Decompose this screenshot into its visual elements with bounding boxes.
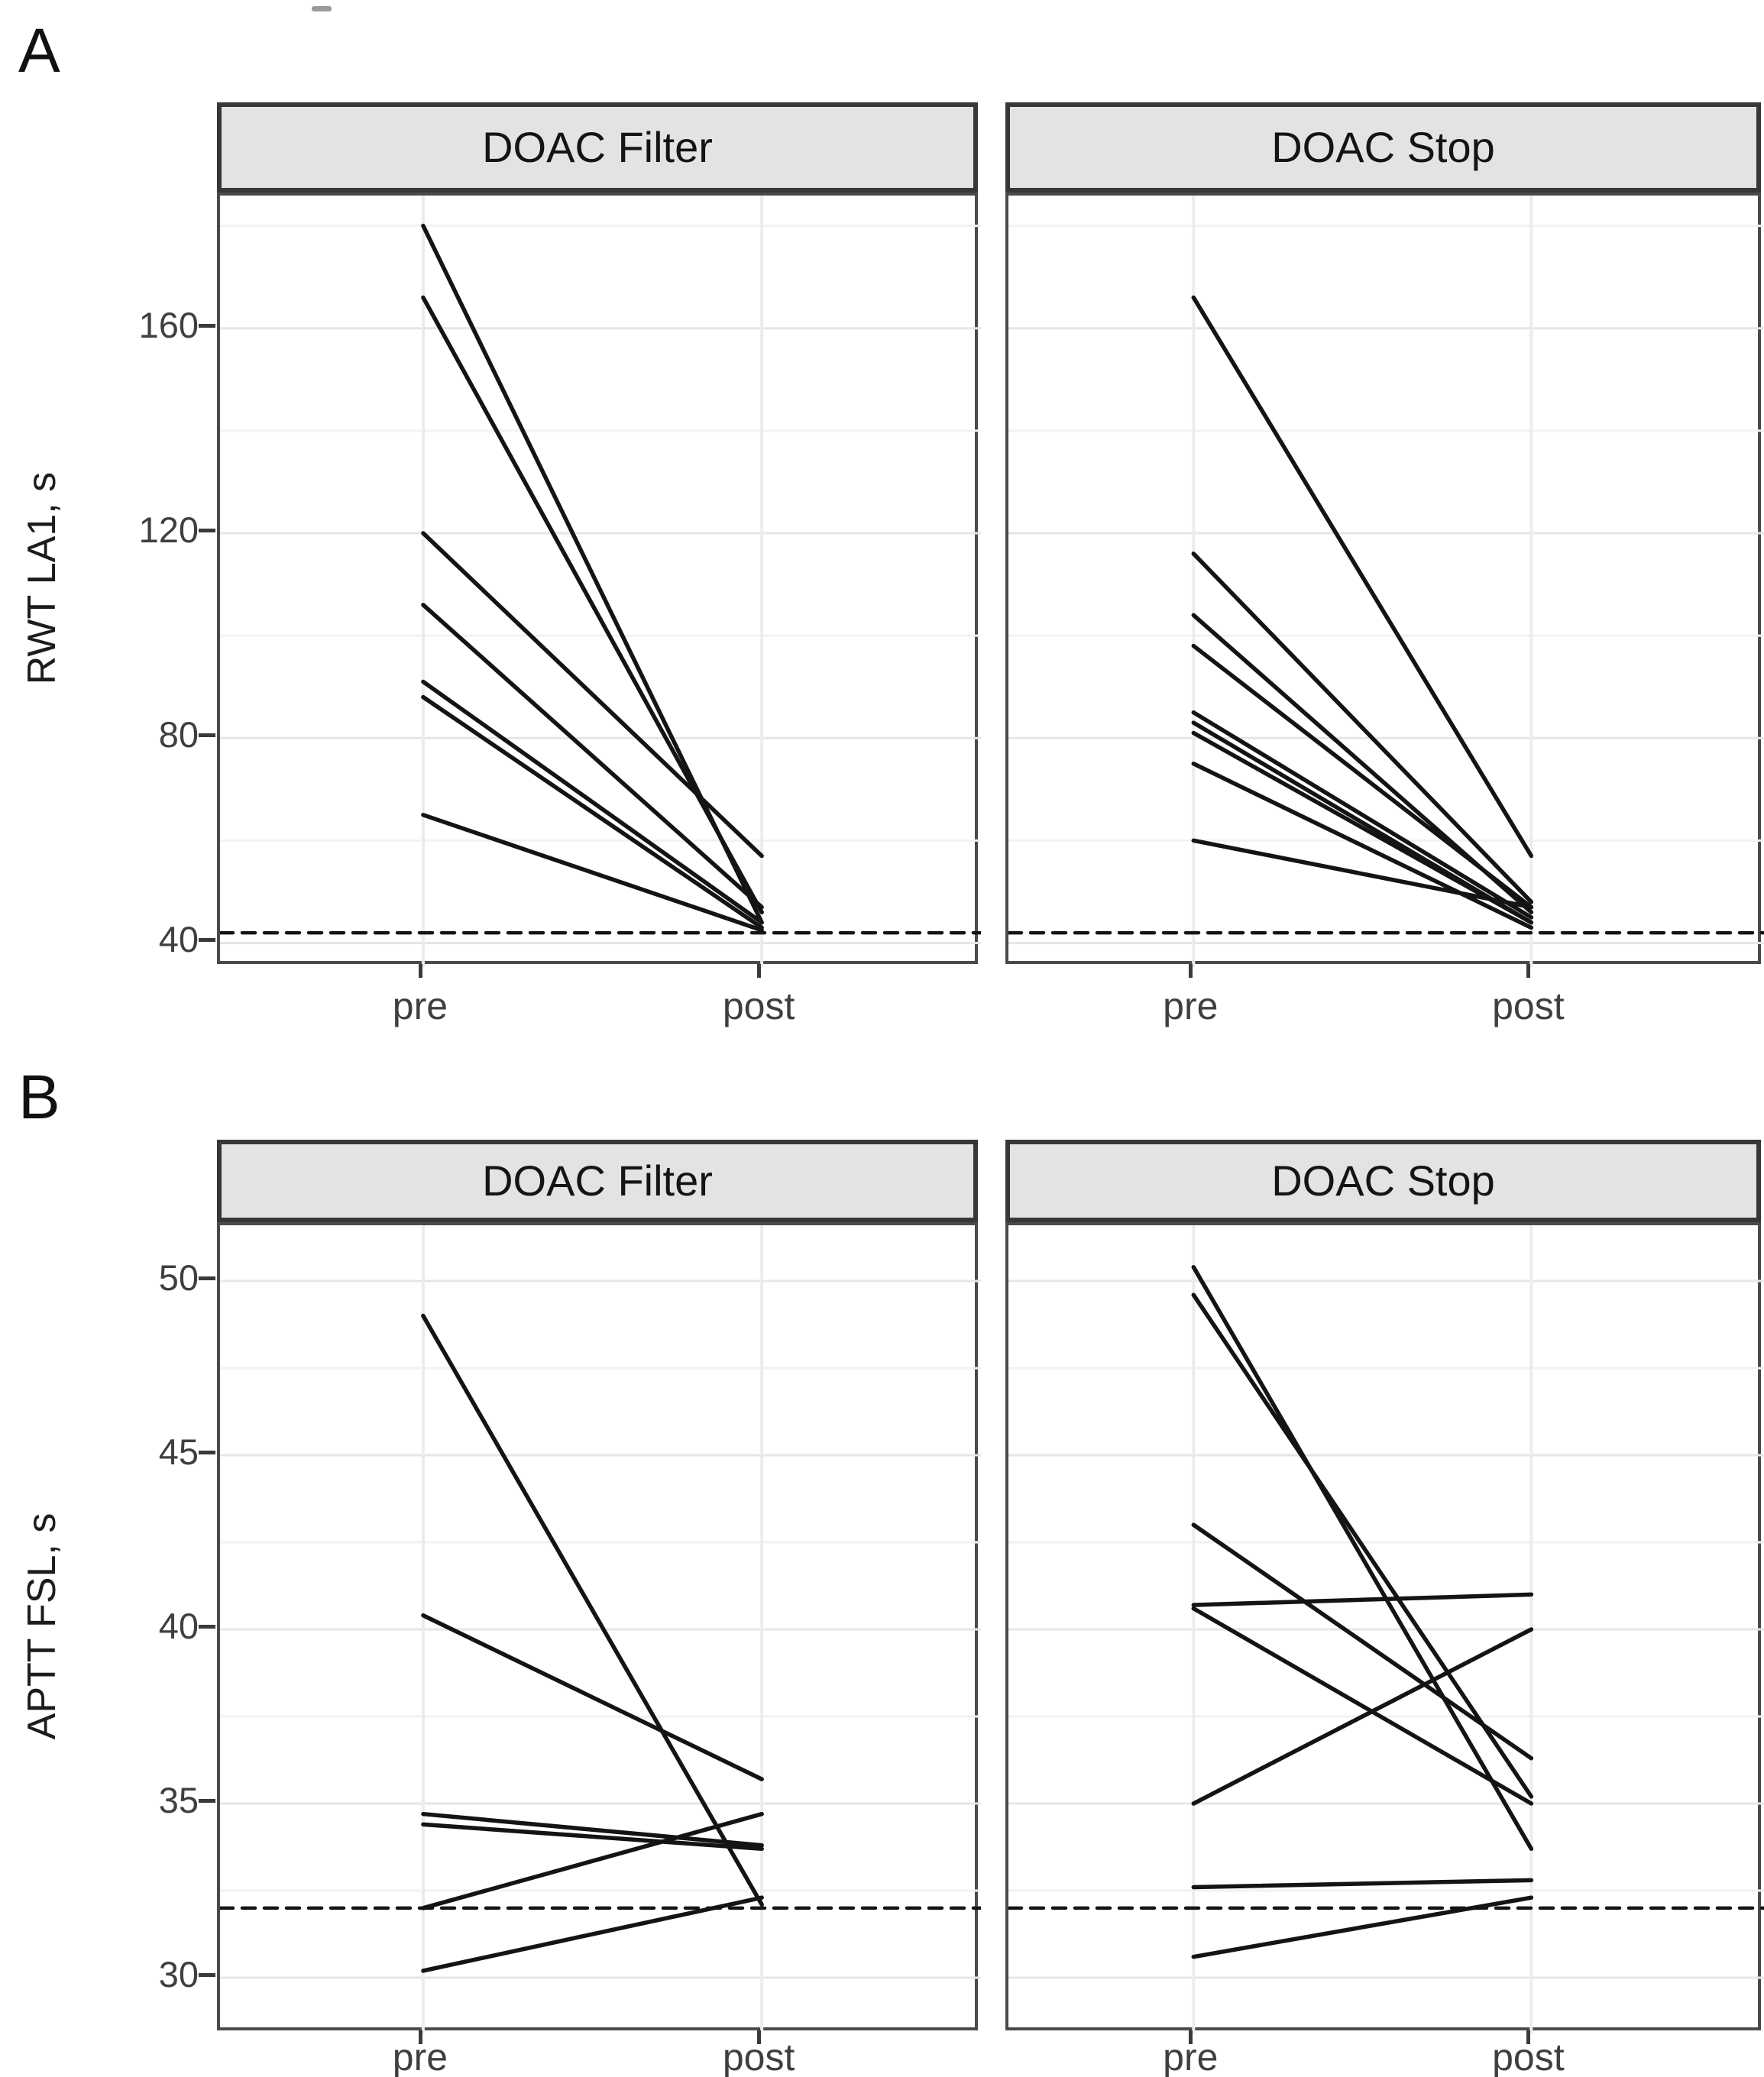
x-tick-label: pre bbox=[392, 2036, 448, 2077]
x-tick-label: pre bbox=[392, 985, 448, 1027]
slope-line bbox=[1191, 838, 1534, 910]
x-tick-mark bbox=[757, 964, 762, 978]
facet-svg bbox=[1008, 1225, 1764, 2033]
x-tick-label: pre bbox=[1163, 2036, 1219, 2077]
slope-line bbox=[1191, 710, 1534, 920]
facet-header: DOAC Stop bbox=[1005, 1140, 1761, 1222]
slope-line bbox=[421, 1613, 764, 1781]
x-tick-mark bbox=[1189, 964, 1193, 978]
slope-line bbox=[421, 1313, 764, 1907]
y-tick-mark bbox=[199, 733, 215, 738]
x-tick-label: post bbox=[722, 2036, 795, 2077]
slope-line bbox=[421, 295, 764, 914]
facet-svg bbox=[220, 1225, 981, 2033]
slope-line bbox=[421, 1822, 764, 1852]
slope-line bbox=[1191, 1592, 1534, 1607]
slope-line bbox=[1191, 1292, 1534, 1799]
x-tick-label: post bbox=[1492, 2036, 1565, 2077]
y-tick-mark bbox=[199, 323, 215, 328]
y-tick-mark bbox=[199, 1450, 215, 1454]
facet-header: DOAC Filter bbox=[217, 1140, 978, 1222]
slope-line bbox=[1191, 1606, 1534, 1806]
y-tick-label: 40 bbox=[158, 919, 199, 960]
facet-svg bbox=[220, 196, 981, 967]
x-tick-mark bbox=[418, 2030, 422, 2044]
slope-line bbox=[1191, 643, 1534, 910]
y-tick-mark bbox=[199, 1276, 215, 1280]
facet-plot-area bbox=[1005, 1222, 1764, 2033]
facet-header: DOAC Filter bbox=[217, 102, 978, 192]
slope-line bbox=[421, 1895, 764, 1973]
y-tick-mark bbox=[199, 938, 215, 943]
y-tick-mark bbox=[199, 1625, 215, 1629]
y-tick-label: 80 bbox=[158, 714, 199, 755]
slope-line bbox=[1191, 1878, 1534, 1890]
slope-line bbox=[1191, 1264, 1534, 1852]
slope-line bbox=[421, 531, 764, 859]
slope-line bbox=[421, 603, 764, 910]
x-tick-mark bbox=[1526, 2030, 1531, 2044]
x-tick-mark bbox=[1526, 964, 1531, 978]
x-tick-mark bbox=[418, 964, 422, 978]
slope-line bbox=[421, 1811, 764, 1848]
y-tick-mark bbox=[199, 528, 215, 532]
slope-line bbox=[1191, 730, 1534, 925]
y-tick-label: 30 bbox=[158, 1954, 199, 1995]
panel-a-tag: A bbox=[18, 16, 60, 86]
facet-svg bbox=[1008, 196, 1764, 967]
slope-line bbox=[421, 813, 764, 933]
y-tick-label: 50 bbox=[158, 1257, 199, 1298]
slope-line bbox=[1191, 295, 1534, 859]
y-tick-label: 160 bbox=[138, 304, 199, 345]
slope-line bbox=[1191, 1895, 1534, 1959]
slope-line bbox=[1191, 762, 1534, 930]
facet-header: DOAC Stop bbox=[1005, 102, 1761, 192]
y-tick-label: 120 bbox=[138, 509, 199, 550]
facet-plot-area bbox=[1005, 192, 1764, 967]
x-tick-mark bbox=[1189, 2030, 1193, 2044]
y-tick-label: 40 bbox=[158, 1606, 199, 1646]
slope-line bbox=[1191, 1522, 1534, 1761]
scan-artifact-dash bbox=[312, 6, 332, 11]
slope-line bbox=[421, 694, 764, 930]
y-tick-mark bbox=[199, 1973, 215, 1978]
y-tick-label: 45 bbox=[158, 1431, 199, 1472]
y-tick-mark bbox=[199, 1799, 215, 1804]
slope-line bbox=[421, 1811, 764, 1910]
x-tick-label: pre bbox=[1163, 985, 1219, 1027]
panel-b-tag: B bbox=[18, 1063, 60, 1132]
x-tick-label: post bbox=[1492, 985, 1565, 1027]
x-tick-mark bbox=[757, 2030, 762, 2044]
slope-line bbox=[1191, 552, 1534, 904]
y-tick-label: 35 bbox=[158, 1780, 199, 1821]
facet-plot-area bbox=[217, 192, 981, 967]
slope-line bbox=[421, 679, 764, 925]
slope-line bbox=[1191, 1627, 1534, 1806]
facet-plot-area bbox=[217, 1222, 981, 2033]
x-tick-label: post bbox=[722, 985, 795, 1027]
